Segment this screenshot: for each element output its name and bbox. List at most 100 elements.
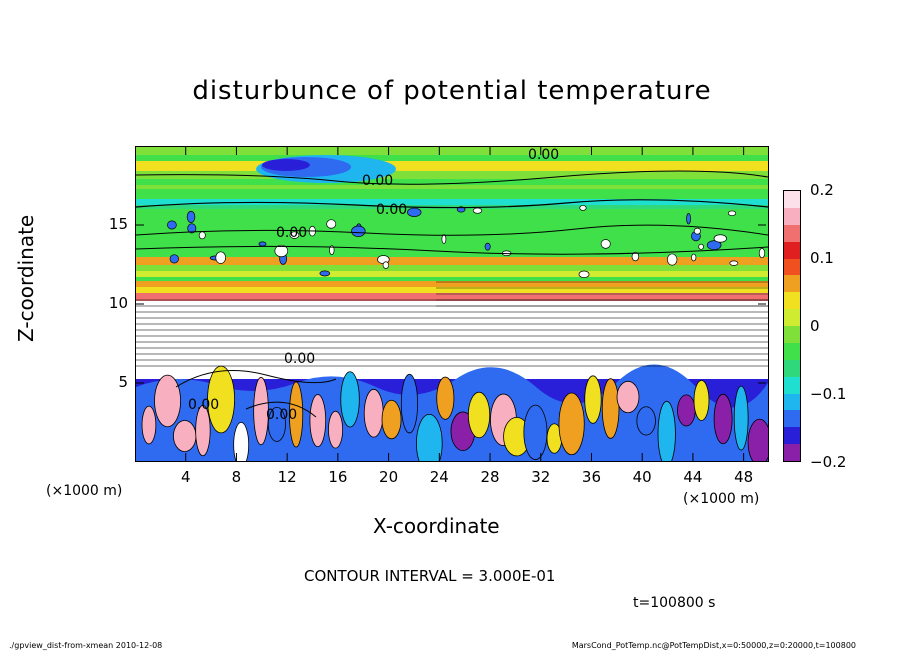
colorbar-segment — [784, 427, 800, 445]
x-unit-right: (×1000 m) — [683, 491, 760, 507]
field-plot: 0.00 0.00 0.00 0.00 0.00 0.00 0.00 — [136, 147, 768, 461]
colorbar-segment — [784, 207, 800, 225]
colorbar-tick-label: −0.2 — [810, 453, 847, 471]
small-cell — [484, 242, 491, 251]
colorbar-tick-label: 0 — [810, 317, 820, 335]
plume-cell — [141, 405, 157, 445]
plume-cell — [713, 393, 733, 445]
plume-cell — [558, 392, 585, 456]
plume-cell — [747, 418, 768, 461]
plume-cell — [636, 406, 656, 436]
plume-cell — [601, 378, 620, 439]
contour-label: 0.00 — [528, 147, 559, 163]
colorbar-segment — [784, 376, 800, 394]
x-axis-label: X-coordinate — [373, 514, 500, 538]
plume-cell — [657, 400, 676, 461]
x-tick-label: 20 — [379, 468, 399, 486]
small-cell — [169, 254, 179, 264]
small-cell — [686, 212, 691, 225]
plume-structures — [141, 205, 768, 461]
small-cell — [713, 234, 727, 243]
contour-label: 0.00 — [188, 397, 219, 413]
small-cell — [441, 234, 447, 244]
small-cell — [258, 241, 267, 247]
plume-cell — [584, 375, 602, 424]
x-tick-label: 32 — [531, 468, 551, 486]
colorbar-segment — [784, 410, 800, 428]
colorbar-segment — [784, 326, 800, 343]
plume-cell — [340, 371, 360, 428]
colorbar-segment — [784, 275, 800, 293]
plume-cell — [523, 404, 548, 460]
small-cell — [187, 223, 197, 234]
small-cell — [727, 210, 737, 216]
small-cell — [167, 220, 177, 230]
plume-cell — [195, 404, 211, 457]
colorbar-segment — [784, 309, 800, 326]
axis-ticks — [136, 147, 766, 461]
colorbar — [783, 190, 801, 462]
plume-cell — [733, 385, 749, 451]
contour-label: 0.00 — [284, 351, 315, 367]
x-tick-label: 44 — [683, 468, 703, 486]
colorbar-segment — [784, 258, 800, 276]
small-cell — [600, 239, 611, 249]
small-cell — [578, 270, 590, 279]
colorbar-tick-label: 0.1 — [810, 249, 834, 267]
small-cell — [691, 253, 697, 262]
small-cell — [631, 251, 640, 262]
colorbar-tick-label: 0.2 — [810, 181, 834, 199]
small-cell — [693, 227, 701, 235]
small-cell — [758, 248, 766, 259]
plume-cell — [267, 406, 286, 442]
colorbar-segment — [784, 224, 800, 242]
colorbar-segment — [784, 191, 800, 208]
x-unit-left: (×1000 m) — [46, 483, 123, 499]
small-cell — [198, 231, 206, 240]
small-cell — [319, 270, 331, 277]
x-tick-label: 40 — [632, 468, 652, 486]
y-tick-label: 5 — [118, 373, 128, 391]
x-tick-label: 24 — [429, 468, 449, 486]
plume-cell — [253, 376, 269, 446]
x-tick-label: 8 — [231, 468, 242, 486]
contour-label: 0.00 — [376, 202, 407, 218]
small-cell — [289, 231, 300, 239]
plume-cell — [416, 414, 443, 461]
plume-cell — [400, 373, 419, 434]
small-cell — [472, 207, 483, 214]
contour-label: 0.00 — [362, 173, 393, 189]
small-cell — [666, 253, 678, 266]
plume-cell — [616, 380, 640, 414]
colorbar-segment — [784, 444, 800, 461]
plume-cell — [693, 379, 710, 421]
small-cell — [215, 251, 226, 264]
plume-cell — [381, 399, 402, 440]
colorbar-segment — [784, 342, 800, 360]
footer-script: ./gpview_dist-from-xmean 2010-12-08 — [9, 641, 163, 650]
y-tick-label: 15 — [108, 215, 128, 233]
time-label: t=100800 s — [633, 595, 716, 611]
small-cell — [186, 210, 196, 223]
plume-cell — [233, 422, 250, 461]
small-cell — [351, 225, 366, 237]
contour-label: 0.00 — [276, 225, 307, 241]
contour-interval-note: CONTOUR INTERVAL = 3.000E-01 — [304, 567, 556, 585]
small-cell — [329, 245, 335, 255]
x-tick-label: 48 — [734, 468, 754, 486]
small-cell — [579, 205, 587, 211]
colorbar-segment — [784, 241, 800, 259]
x-tick-label: 28 — [480, 468, 500, 486]
small-cell — [274, 244, 289, 258]
colorbar-segment — [784, 359, 800, 377]
dense-contour-region — [136, 277, 768, 367]
small-cell — [698, 243, 704, 250]
y-tick-label: 10 — [108, 294, 128, 312]
x-tick-label: 36 — [581, 468, 602, 486]
small-cell — [382, 261, 390, 269]
plume-cell — [154, 374, 181, 428]
plume-cell — [309, 394, 327, 447]
small-cell — [407, 207, 422, 217]
plot-area: 0.00 0.00 0.00 0.00 0.00 0.00 0.00 — [135, 146, 769, 462]
small-cell — [326, 219, 337, 229]
